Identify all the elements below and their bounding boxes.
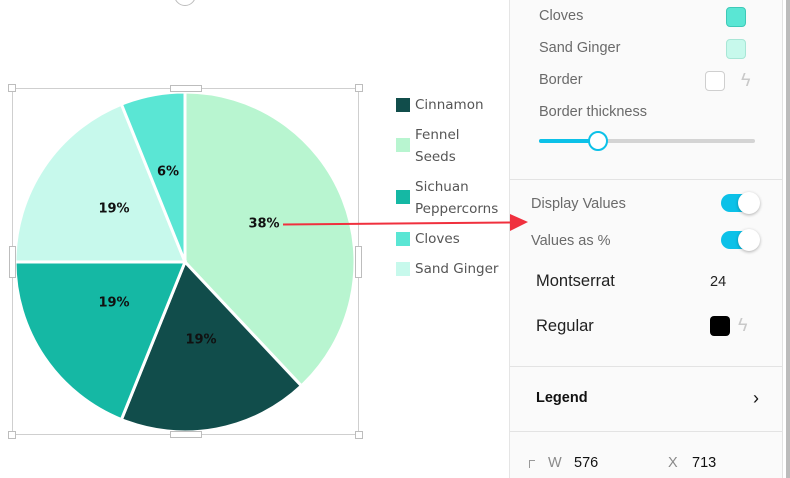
- font-weight-select[interactable]: Regular: [536, 317, 594, 335]
- pie-slice-sand-ginger[interactable]: [13, 102, 188, 264]
- width-label: W: [548, 455, 562, 471]
- resize-handle-right[interactable]: [355, 246, 362, 278]
- font-color-swatch[interactable]: [710, 316, 730, 336]
- resize-handle-bottom[interactable]: [170, 431, 202, 438]
- lightning-bolt-icon[interactable]: ϟ: [741, 70, 751, 90]
- legend-swatch-sichuan-peppercorns: [396, 190, 410, 204]
- pie-value-cinnamon: 19%: [185, 332, 217, 348]
- link-dimensions-icon[interactable]: [529, 460, 535, 468]
- pie-value-sand-ginger: 19%: [98, 201, 130, 217]
- chevron-right-icon[interactable]: ›: [753, 388, 759, 408]
- cloves-color-label: Cloves: [539, 8, 584, 24]
- section-divider: [510, 366, 783, 367]
- legend-label-sichuan: Sichuan: [415, 179, 469, 195]
- x-position-input[interactable]: 713: [692, 455, 717, 471]
- border-thickness-label: Border thickness: [539, 104, 647, 120]
- border-color-swatch[interactable]: [705, 71, 725, 91]
- resize-handle-bottom-right[interactable]: [355, 431, 363, 439]
- resize-handle-top-left[interactable]: [8, 84, 16, 92]
- resize-handle-top[interactable]: [170, 85, 202, 92]
- scrollbar[interactable]: [786, 0, 790, 478]
- legend-item-fennel-seeds[interactable]: Fennel Seeds: [396, 124, 508, 168]
- sand-ginger-color-label: Sand Ginger: [539, 40, 621, 56]
- values-as-percent-toggle[interactable]: [721, 229, 760, 251]
- resize-handle-bottom-left[interactable]: [8, 431, 16, 439]
- values-as-percent-label: Values as %: [531, 233, 611, 249]
- resize-handle-left[interactable]: [9, 246, 16, 278]
- legend-section-header[interactable]: Legend: [536, 390, 588, 406]
- lightning-bolt-icon[interactable]: ϟ: [738, 315, 748, 335]
- resize-handle-top-right[interactable]: [355, 84, 363, 92]
- legend-item-sand-ginger[interactable]: Sand Ginger: [396, 258, 508, 280]
- x-position-label: X: [668, 455, 678, 471]
- display-values-label: Display Values: [531, 196, 626, 212]
- legend-swatch-sand-ginger: [396, 262, 410, 276]
- font-family-select[interactable]: Montserrat: [536, 272, 615, 290]
- width-input[interactable]: 576: [574, 455, 599, 471]
- legend-label-peppercorns: Peppercorns: [415, 201, 499, 217]
- properties-panel: Cloves Sand Ginger Border ϟ Border thick…: [509, 0, 783, 478]
- pie-slice-sichuan-peppercorns[interactable]: [13, 260, 188, 422]
- toggle-knob: [738, 192, 760, 214]
- legend-label-seeds: Seeds: [415, 149, 456, 165]
- pie-chart[interactable]: [0, 0, 509, 478]
- pie-value-sichuan-peppercorns: 19%: [98, 295, 130, 311]
- legend-swatch-fennel-seeds: [396, 138, 410, 152]
- legend-item-sichuan-peppercorns[interactable]: Sichuan Peppercorns: [396, 176, 508, 220]
- legend-label-sand-ginger: Sand Ginger: [415, 261, 499, 277]
- sand-ginger-color-swatch[interactable]: [726, 39, 746, 59]
- legend-label-cinnamon: Cinnamon: [415, 97, 484, 113]
- border-thickness-slider[interactable]: [539, 131, 755, 151]
- canvas[interactable]: 38% 19% 19% 19% 6% Cinnamon Fennel Seeds …: [0, 0, 509, 478]
- legend-swatch-cinnamon: [396, 98, 410, 112]
- font-size-input[interactable]: 24: [710, 274, 727, 290]
- chart-legend[interactable]: Cinnamon Fennel Seeds Sichuan Peppercorns …: [396, 94, 508, 288]
- selection-box: [12, 88, 359, 435]
- pie-value-fennel-seeds: 38%: [248, 216, 280, 232]
- section-divider: [510, 179, 783, 180]
- legend-item-cloves[interactable]: Cloves: [396, 228, 508, 250]
- pie-slice-cinnamon[interactable]: [119, 259, 304, 434]
- display-values-toggle[interactable]: [721, 192, 760, 214]
- legend-item-cinnamon[interactable]: Cinnamon: [396, 94, 508, 116]
- slider-thumb[interactable]: [588, 131, 608, 151]
- slider-fill: [539, 139, 598, 143]
- legend-swatch-cloves: [396, 232, 410, 246]
- cloves-color-swatch[interactable]: [726, 7, 746, 27]
- pie-value-cloves: 6%: [156, 164, 180, 180]
- pie-slice-fennel-seeds[interactable]: [183, 90, 357, 389]
- toggle-knob: [738, 229, 760, 251]
- legend-label-cloves: Cloves: [415, 231, 460, 247]
- legend-label-fennel: Fennel: [415, 127, 460, 143]
- section-divider: [510, 431, 783, 432]
- border-color-label: Border: [539, 72, 583, 88]
